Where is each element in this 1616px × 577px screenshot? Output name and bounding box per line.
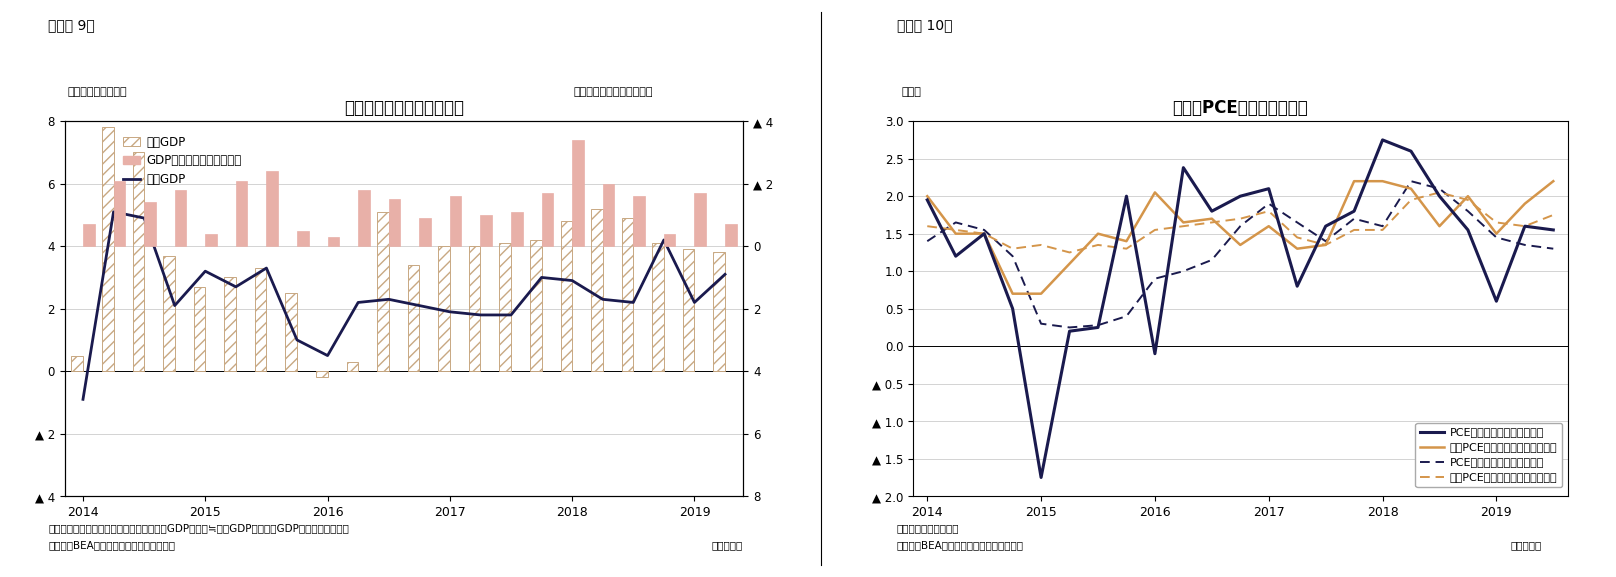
Bar — [236, 181, 247, 246]
Bar — [622, 218, 633, 371]
Bar — [653, 243, 664, 371]
Text: （前期比年率、％、逆軸）: （前期比年率、％、逆軸） — [574, 87, 653, 97]
Bar — [389, 199, 401, 246]
Bar — [225, 278, 236, 371]
Bar — [664, 234, 675, 246]
Legend: 名目GDP, GDPデフレータ（右逆軸）, 実質GDP: 名目GDP, GDPデフレータ（右逆軸）, 実質GDP — [118, 131, 246, 191]
Text: （図表 9）: （図表 9） — [48, 18, 95, 32]
Text: （資料）BEAよりニッセイ基礎研究所作成: （資料）BEAよりニッセイ基礎研究所作成 — [48, 540, 176, 550]
Bar — [346, 362, 359, 371]
Bar — [561, 221, 572, 371]
Bar — [511, 212, 522, 246]
Title: 米国のPCE価格指数伸び率: 米国のPCE価格指数伸び率 — [1172, 99, 1309, 117]
Bar — [713, 252, 726, 371]
Title: 米国の名目と実質の成長率: 米国の名目と実質の成長率 — [344, 99, 464, 117]
Bar — [194, 287, 205, 371]
Bar — [407, 265, 419, 371]
Bar — [726, 224, 737, 246]
Bar — [297, 231, 309, 246]
Bar — [572, 140, 583, 246]
Bar — [530, 240, 541, 371]
Bar — [695, 193, 706, 246]
Bar — [684, 249, 695, 371]
Text: （前期比年率、％）: （前期比年率、％） — [68, 87, 128, 97]
Bar — [328, 237, 339, 246]
Bar — [255, 268, 267, 371]
Bar — [499, 243, 511, 371]
Bar — [438, 246, 449, 371]
Bar — [603, 183, 614, 246]
Bar — [359, 190, 370, 246]
Bar — [317, 371, 328, 377]
Bar — [71, 355, 82, 371]
Bar — [286, 293, 297, 371]
Text: （図表 10）: （図表 10） — [897, 18, 952, 32]
Text: （四半期）: （四半期） — [711, 540, 742, 550]
Text: （注）季節調整済系列: （注）季節調整済系列 — [897, 523, 960, 533]
Text: （資料）BEAよりニッセイ基礎研究所作成: （資料）BEAよりニッセイ基礎研究所作成 — [897, 540, 1025, 550]
Bar — [633, 196, 645, 246]
Bar — [175, 190, 186, 246]
Bar — [133, 152, 144, 371]
Bar — [591, 209, 603, 371]
Bar — [449, 196, 462, 246]
Bar — [102, 128, 113, 371]
Bar — [163, 256, 175, 371]
Bar — [377, 212, 389, 371]
Bar — [205, 234, 217, 246]
Bar — [82, 224, 95, 246]
Bar — [480, 215, 491, 246]
Bar — [541, 193, 553, 246]
Bar — [113, 181, 124, 246]
Bar — [469, 246, 480, 371]
Text: （％）: （％） — [902, 87, 921, 97]
Text: （四半期）: （四半期） — [1511, 540, 1542, 550]
Legend: PCE価格指数（前期比年率）, コアPCE価格指数（前期比年率）, PCE価格指数（前年同期比）, コアPCE価格指数（前年同期比）: PCE価格指数（前期比年率）, コアPCE価格指数（前期比年率）, PCE価格指… — [1416, 423, 1563, 487]
Text: （注）季節調整済系列の前期比年率、実質GDP伸び率≒名目GDP伸び率－GDPデフレータ伸び率: （注）季節調整済系列の前期比年率、実質GDP伸び率≒名目GDP伸び率－GDPデフ… — [48, 523, 349, 533]
Bar — [267, 171, 278, 246]
Bar — [419, 218, 431, 246]
Bar — [144, 203, 155, 246]
